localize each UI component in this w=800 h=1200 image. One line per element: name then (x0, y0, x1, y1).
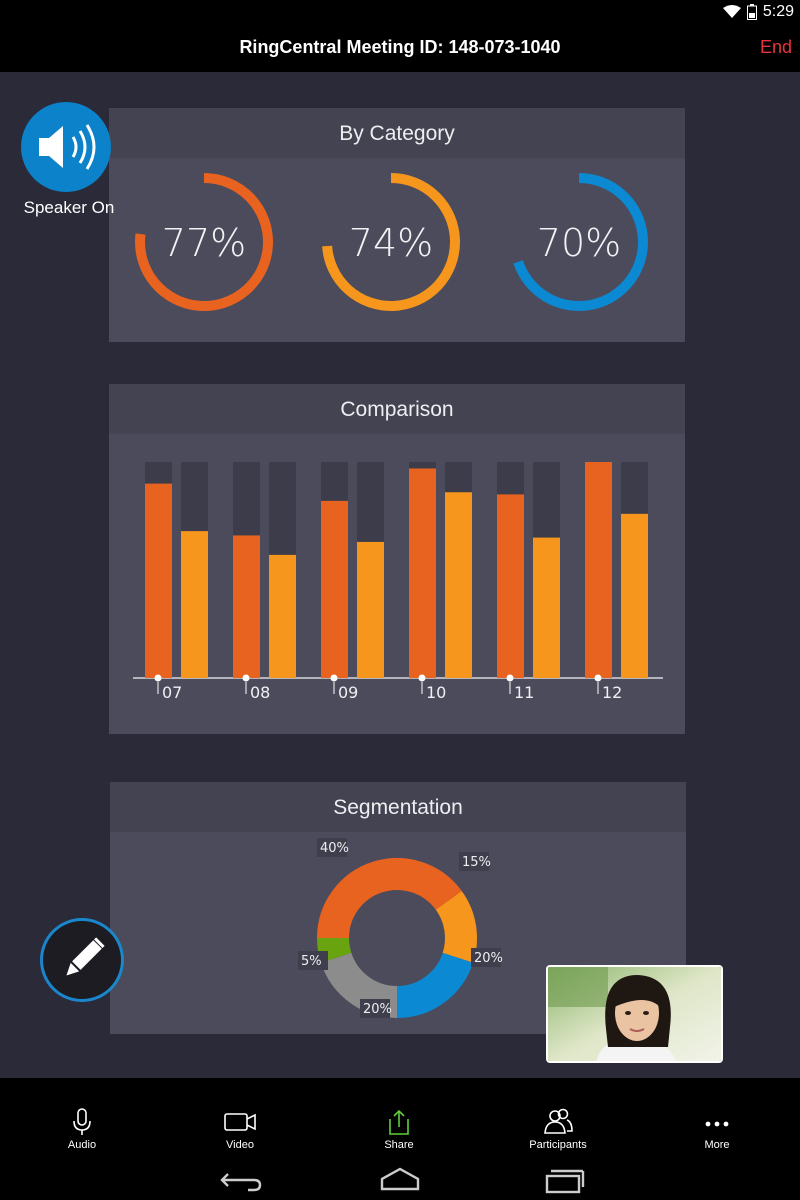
slice-label-text: 15% (462, 855, 491, 870)
more-button[interactable]: More (657, 1103, 777, 1159)
battery-icon (746, 4, 757, 20)
gauge: 70% (513, 173, 648, 311)
gauge-label: 77% (162, 221, 246, 265)
segmentation-chart: 40% 15% 20% 20% 5% (298, 838, 503, 1018)
tick-label: 09 (338, 683, 358, 702)
home-icon[interactable] (370, 1163, 430, 1197)
speaker-on-icon (39, 124, 96, 170)
gauge-label: 74% (349, 221, 433, 265)
donut-slice (435, 890, 477, 963)
donut-slice (317, 858, 462, 939)
tick-label: 10 (426, 683, 446, 702)
slice-label-bg (471, 948, 501, 967)
category-title: By Category (109, 108, 685, 158)
bar (357, 541, 384, 678)
tick-label: 11 (514, 683, 534, 702)
donut-slice (396, 952, 474, 1018)
meeting-title-bar: RingCentral Meeting ID: 148-073-1040 End (0, 26, 800, 72)
bar (269, 554, 296, 678)
tick-label: 08 (250, 683, 270, 702)
category-gauges: 77% 74% 70% (135, 173, 648, 311)
gauge-arc (513, 173, 648, 311)
video-camera-icon (224, 1113, 256, 1131)
slice-label-text: 5% (301, 954, 322, 969)
end-meeting-button[interactable]: End (759, 37, 792, 57)
slice-label-bg (360, 999, 390, 1018)
slice-label: 15% (459, 852, 491, 871)
participants-button[interactable]: Participants (498, 1103, 618, 1159)
slice-label-text: 20% (363, 1002, 392, 1017)
slice-label: 40% (317, 838, 349, 857)
tick-marker (154, 674, 162, 682)
status-bar: 5:29 (0, 0, 800, 26)
pencil-icon (66, 937, 105, 976)
tick-marker (242, 674, 250, 682)
meeting-title: RingCentral Meeting ID: 148-073-1040 (239, 37, 561, 57)
navigation-bar (0, 1159, 800, 1200)
microphone-icon (73, 1108, 91, 1135)
share-button[interactable]: Share (339, 1103, 459, 1159)
share-label: Share (384, 1139, 414, 1151)
self-video-thumbnail[interactable] (546, 965, 723, 1063)
participants-icon (544, 1108, 573, 1134)
more-dots-icon (705, 1121, 729, 1127)
comparison-panel: Comparison 07 08 09 10 11 12 (109, 384, 685, 734)
audio-label: Audio (67, 1139, 97, 1151)
bar (585, 462, 612, 678)
video-button[interactable]: Video (180, 1103, 300, 1159)
gauge-label: 70% (537, 221, 621, 265)
slice-label: 5% (298, 951, 328, 970)
recents-icon[interactable] (533, 1163, 593, 1197)
comparison-chart: 07 08 09 10 11 12 (133, 462, 663, 702)
status-time: 5:29 (762, 3, 794, 20)
video-label: Video (226, 1139, 254, 1151)
tick-marker (418, 674, 426, 682)
segmentation-title: Segmentation (110, 782, 686, 832)
bar (233, 535, 260, 678)
bar (145, 483, 172, 678)
slice-label-text: 40% (320, 841, 349, 856)
tick-marker (506, 674, 514, 682)
slice-label-text: 20% (474, 951, 503, 966)
audio-button[interactable]: Audio (22, 1103, 142, 1159)
shared-screen: By Category 77% 74% 70% Comparison 07 08 09 1… (0, 72, 800, 1078)
comparison-title: Comparison (109, 384, 685, 434)
category-panel: By Category 77% 74% 70% (109, 108, 685, 342)
slice-label-bg (298, 951, 328, 970)
tick-label: 12 (602, 683, 622, 702)
wifi-icon (722, 5, 741, 18)
bar (497, 494, 524, 678)
gauge-arc (322, 173, 460, 311)
bar (321, 500, 348, 678)
tick-label: 07 (162, 683, 182, 702)
participant-video (548, 967, 721, 1061)
participants-label: Participants (529, 1139, 587, 1151)
bar (445, 492, 472, 678)
meeting-toolbar: Audio Video Share Participants More (0, 1103, 800, 1159)
share-icon (389, 1109, 409, 1135)
bar (181, 531, 208, 678)
speaker-button[interactable] (21, 102, 111, 192)
gauge-arc (135, 173, 273, 311)
back-icon[interactable] (208, 1163, 268, 1197)
slice-label: 20% (471, 948, 503, 967)
slice-label-bg (317, 838, 347, 857)
donut-slice (317, 937, 352, 963)
tick-marker (594, 674, 602, 682)
slice-label-bg (459, 852, 489, 871)
bar (533, 537, 560, 678)
bar (409, 468, 436, 678)
speaker-label: Speaker On (23, 198, 115, 217)
tick-marker (330, 674, 338, 682)
gauge: 77% (135, 173, 273, 311)
slice-label: 20% (360, 999, 392, 1018)
donut-slice (320, 952, 398, 1018)
more-label: More (704, 1139, 730, 1151)
annotate-button[interactable] (40, 918, 124, 1002)
bar (621, 513, 648, 678)
gauge: 74% (322, 173, 460, 311)
